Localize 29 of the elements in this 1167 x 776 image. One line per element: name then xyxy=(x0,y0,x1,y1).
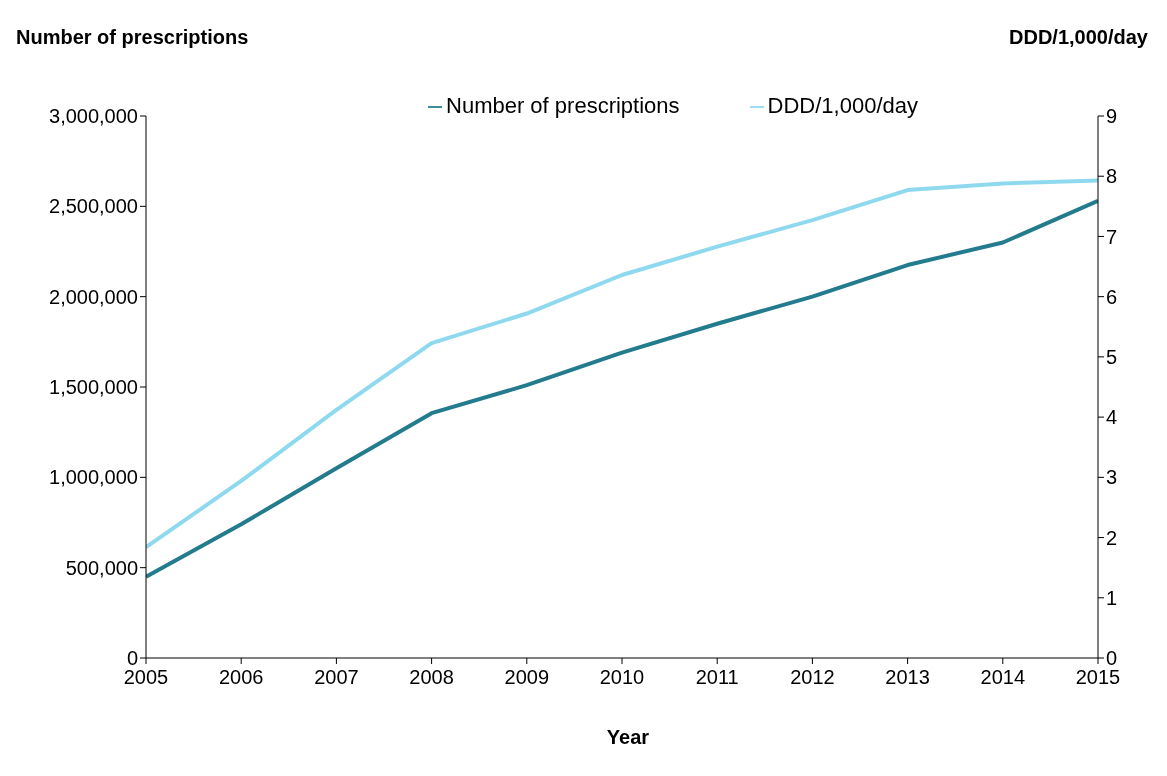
y2-tick-label: 4 xyxy=(1106,406,1118,429)
y2-tick-label: 9 xyxy=(1106,105,1118,128)
y2-axis-title: DDD/1,000/day xyxy=(1009,26,1148,49)
x-tick-label: 2009 xyxy=(504,666,550,689)
x-tick-label: 2012 xyxy=(790,666,835,689)
x-tick-label: 2014 xyxy=(980,666,1026,689)
x-tick-label: 2010 xyxy=(599,666,645,689)
x-tick-label: 2011 xyxy=(695,666,739,689)
y-axis-title: Number of prescriptions xyxy=(16,26,249,49)
y-tick-label: 1,000,000 xyxy=(49,466,138,489)
y-tick-label: 3,000,000 xyxy=(49,105,138,128)
legend-label: Number of prescriptions xyxy=(446,93,680,118)
x-tick-label: 2013 xyxy=(885,666,930,689)
y2-tick-label: 3 xyxy=(1106,466,1118,489)
x-tick-label: 2008 xyxy=(409,666,454,689)
y-tick-label: 1,500,000 xyxy=(49,376,138,399)
y2-tick-label: 6 xyxy=(1106,285,1118,308)
y-tick-label: 2,500,000 xyxy=(49,195,138,218)
x-tick-label: 2007 xyxy=(314,666,359,689)
y-tick-label: 500,000 xyxy=(65,556,138,579)
y2-tick-label: 7 xyxy=(1106,225,1118,248)
legend-label: DDD/1,000/day xyxy=(767,93,918,118)
x-tick-label: 2006 xyxy=(218,666,264,689)
y-tick-label: 2,000,000 xyxy=(49,285,138,308)
y2-tick-label: 5 xyxy=(1106,345,1118,368)
y2-tick-label: 8 xyxy=(1106,165,1118,188)
x-axis-title: Year xyxy=(605,726,651,749)
y2-tick-label: 1 xyxy=(1106,586,1118,609)
y2-tick-label: 2 xyxy=(1106,526,1118,549)
